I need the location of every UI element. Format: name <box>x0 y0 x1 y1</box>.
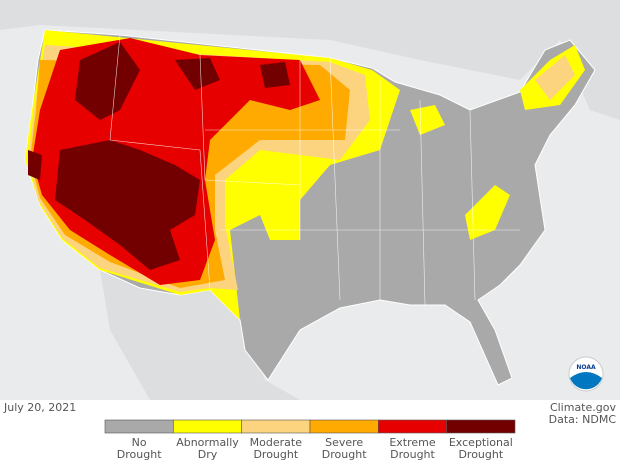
canada <box>0 0 620 120</box>
legend-swatch <box>173 419 242 434</box>
legend-label: No <box>132 436 147 449</box>
exceptional-drought-area <box>55 140 200 270</box>
exceptional-drought-area <box>75 42 140 120</box>
legend-swatch <box>446 419 516 434</box>
legend-label: Exceptional <box>449 436 513 449</box>
exceptional-drought-area <box>175 58 220 90</box>
legend-label: Abnormally <box>176 436 239 449</box>
abnormally-dry-area <box>410 105 445 135</box>
legend-swatch <box>378 419 447 434</box>
legend-label: Drought <box>253 448 298 461</box>
credit: Climate.gov <box>550 401 617 414</box>
legend-label: Extreme <box>389 436 436 449</box>
legend: NoDroughtAbnormallyDryModerateDroughtSev… <box>104 419 516 461</box>
moderate-drought-area <box>535 55 575 100</box>
noaa-logo-wave <box>570 372 602 390</box>
exceptional-drought-area <box>260 62 290 88</box>
legend-label: Drought <box>117 448 162 461</box>
abnormally-dry-area <box>465 185 510 240</box>
source: Data: NDMC <box>549 413 617 426</box>
legend-label: Drought <box>390 448 435 461</box>
legend-swatch <box>309 419 379 434</box>
mexico <box>100 270 300 400</box>
noaa-logo-text: NOAA <box>576 364 596 371</box>
legend-label: Drought <box>322 448 367 461</box>
state-lines <box>109 34 520 306</box>
date: July 20, 2021 <box>3 401 76 414</box>
legend-label: Drought <box>458 448 503 461</box>
exceptional-drought-area <box>28 150 42 180</box>
legend-swatch <box>104 419 174 434</box>
legend-label: Dry <box>198 448 218 461</box>
legend-label: Moderate <box>250 436 303 449</box>
legend-swatch <box>241 419 311 434</box>
legend-label: Severe <box>325 436 363 449</box>
